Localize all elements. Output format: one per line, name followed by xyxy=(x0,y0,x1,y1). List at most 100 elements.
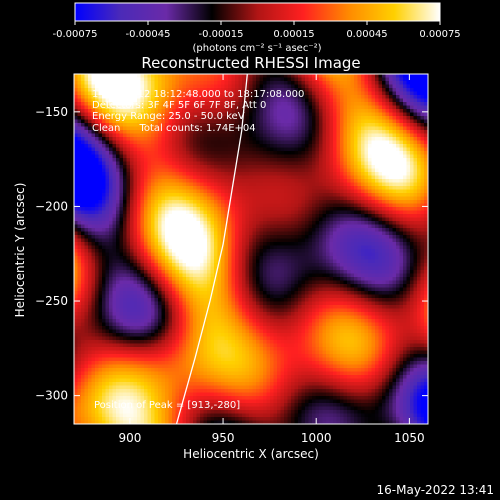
heatmap-cell xyxy=(424,74,428,78)
heatmap-cell xyxy=(123,235,127,239)
heatmap-cell xyxy=(403,77,407,82)
heatmap-cell xyxy=(77,186,82,190)
heatmap-cell xyxy=(224,168,229,173)
heatmap-cell xyxy=(154,130,159,134)
heatmap-cell xyxy=(179,238,183,243)
heatmap-cell xyxy=(242,116,246,120)
heatmap-cell xyxy=(98,189,103,194)
heatmap-cell xyxy=(329,228,334,232)
heatmap-cell xyxy=(312,123,316,127)
heatmap-cell xyxy=(77,231,82,236)
heatmap-cell xyxy=(175,193,180,197)
heatmap-cell xyxy=(196,182,201,187)
heatmap-cell xyxy=(228,126,232,131)
heatmap-cell xyxy=(161,196,166,201)
heatmap-cell xyxy=(116,116,120,120)
heatmap-cell xyxy=(88,207,92,211)
heatmap-cell xyxy=(144,95,148,99)
heatmap-cell xyxy=(256,242,260,246)
heatmap-cell xyxy=(256,193,260,197)
heatmap-cell xyxy=(242,151,246,155)
heatmap-cell xyxy=(130,109,134,113)
heatmap-cell xyxy=(88,217,92,222)
heatmap-cell xyxy=(123,168,127,173)
heatmap-cell xyxy=(406,189,411,194)
heatmap-cell xyxy=(175,186,180,190)
heatmap-cell xyxy=(403,98,407,103)
heatmap-cell xyxy=(200,133,204,138)
heatmap-cell xyxy=(186,221,190,225)
heatmap-cell xyxy=(102,84,106,89)
heatmap-cell xyxy=(410,193,414,197)
heatmap-cell xyxy=(105,137,110,141)
heatmap-cell xyxy=(217,102,222,106)
heatmap-cell xyxy=(81,98,85,103)
heatmap-cell xyxy=(224,116,229,120)
heatmap-cell xyxy=(133,109,138,113)
heatmap-cell xyxy=(231,119,236,124)
heatmap-cell xyxy=(147,81,152,85)
heatmap-cell xyxy=(396,84,400,89)
heatmap-cell xyxy=(151,203,155,208)
heatmap-cell xyxy=(137,228,141,232)
heatmap-cell xyxy=(95,95,99,99)
heatmap-cell xyxy=(130,154,134,159)
heatmap-cell xyxy=(196,196,201,201)
heatmap-cell xyxy=(203,88,208,92)
heatmap-cell xyxy=(123,154,127,159)
heatmap-cell xyxy=(270,102,274,106)
heatmap-cell xyxy=(147,154,152,159)
heatmap-cell xyxy=(319,140,323,145)
heatmap-cell xyxy=(95,196,99,201)
heatmap-cell xyxy=(228,137,232,141)
heatmap-cell xyxy=(389,91,393,96)
heatmap-cell xyxy=(371,147,376,152)
heatmap-cell xyxy=(284,217,288,222)
heatmap-cell xyxy=(224,217,229,222)
heatmap-cell xyxy=(343,231,348,236)
heatmap-cell xyxy=(77,98,82,103)
heatmap-cell xyxy=(154,81,159,85)
heatmap-cell xyxy=(301,98,306,103)
heatmap-cell xyxy=(392,123,397,127)
heatmap-cell xyxy=(375,175,379,180)
heatmap-cell xyxy=(161,91,166,96)
heatmap-cell xyxy=(228,175,232,180)
heatmap-cell xyxy=(343,175,348,180)
heatmap-cell xyxy=(112,175,117,180)
heatmap-cell xyxy=(287,217,292,222)
heatmap-cell xyxy=(340,81,344,85)
heatmap-cell xyxy=(410,175,414,180)
heatmap-cell xyxy=(350,235,355,239)
heatmap-cell xyxy=(81,207,85,211)
heatmap-cell xyxy=(140,235,145,239)
heatmap-cell xyxy=(350,228,355,232)
heatmap-cell xyxy=(74,193,78,197)
heatmap-cell xyxy=(277,161,281,166)
heatmap-cell xyxy=(298,84,302,89)
heatmap-cell xyxy=(361,168,365,173)
heatmap-cell xyxy=(406,147,411,152)
heatmap-cell xyxy=(266,109,271,113)
heatmap-cell xyxy=(119,109,124,113)
heatmap-cell xyxy=(270,144,274,148)
heatmap-cell xyxy=(322,81,327,85)
heatmap-cell xyxy=(207,84,211,89)
heatmap-cell xyxy=(354,196,358,201)
heatmap-cell xyxy=(424,98,428,103)
heatmap-cell xyxy=(217,179,222,183)
heatmap-cell xyxy=(235,182,239,187)
heatmap-cell xyxy=(263,88,267,92)
heatmap-cell xyxy=(361,207,365,211)
heatmap-cell xyxy=(385,182,390,187)
heatmap-cell xyxy=(242,224,246,229)
heatmap-cell xyxy=(315,154,320,159)
heatmap-cell xyxy=(312,84,316,89)
heatmap-cell xyxy=(406,214,411,218)
heatmap-cell xyxy=(168,112,173,117)
heatmap-cell xyxy=(347,88,351,92)
heatmap-cell xyxy=(406,74,411,78)
heatmap-cell xyxy=(410,231,414,236)
heatmap-cell xyxy=(273,119,278,124)
heatmap-cell xyxy=(249,189,253,194)
